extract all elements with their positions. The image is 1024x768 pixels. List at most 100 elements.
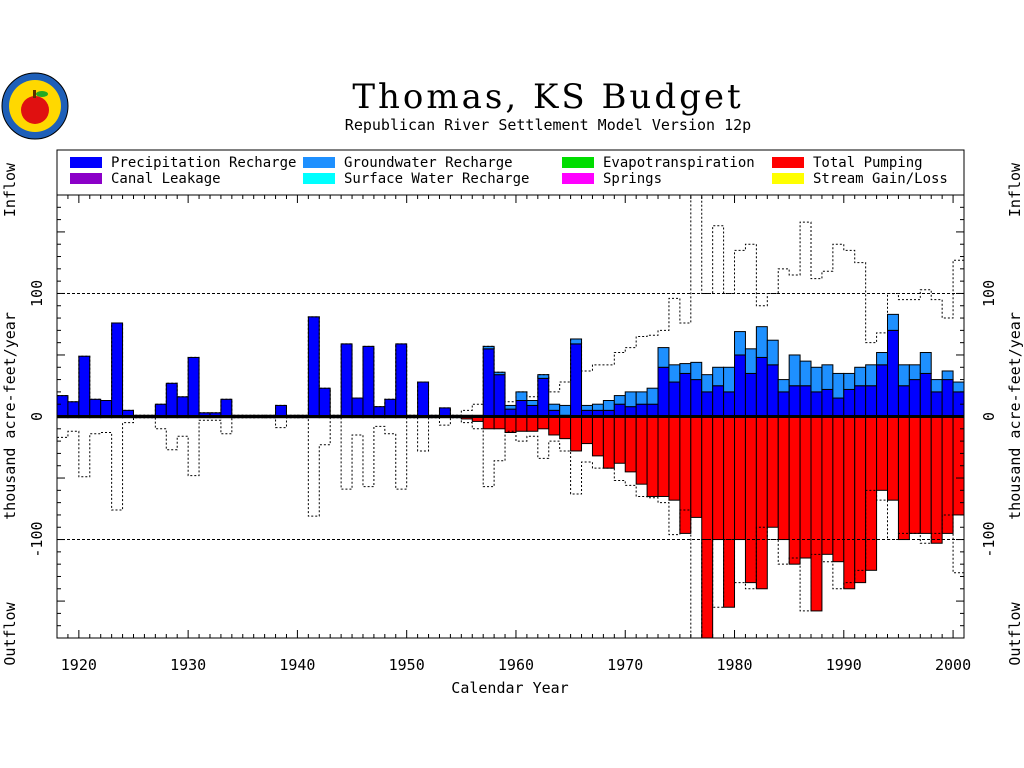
bar-precipitation-recharge	[89, 398, 102, 417]
inflow-label-right: Inflow	[1006, 162, 1024, 217]
bar-precipitation-recharge	[734, 354, 746, 418]
legend-swatch	[70, 157, 102, 168]
bar-total-pumping	[799, 416, 812, 559]
bar-precipitation-recharge	[340, 343, 353, 417]
bar-groundwater-recharge	[515, 391, 528, 402]
y-tick-label-left: 0	[28, 412, 46, 421]
bar-groundwater-recharge	[723, 366, 736, 393]
bar-precipitation-recharge	[723, 391, 736, 417]
legend: Precipitation Recharge Groundwater Rechar…	[56, 149, 965, 196]
bar-total-pumping	[766, 416, 779, 528]
bar-precipitation-recharge	[679, 372, 692, 417]
bar-groundwater-recharge	[657, 347, 670, 368]
bar-total-pumping	[548, 416, 561, 436]
bar-groundwater-recharge	[701, 374, 714, 393]
bar-groundwater-recharge	[777, 379, 790, 393]
bar-groundwater-recharge	[602, 400, 615, 411]
bar-total-pumping	[537, 416, 550, 430]
bar-precipitation-recharge	[384, 398, 397, 417]
bar-total-pumping	[777, 416, 790, 541]
y-tick-label-right: 0	[980, 412, 998, 421]
bar-total-pumping	[635, 416, 648, 485]
bar-total-pumping	[646, 416, 659, 497]
bar-total-pumping	[701, 416, 714, 639]
bar-precipitation-recharge	[668, 381, 681, 417]
bar-groundwater-recharge	[788, 354, 801, 387]
bar-groundwater-recharge	[646, 387, 659, 405]
bar-precipitation-recharge	[908, 379, 921, 418]
x-axis-label: Calendar Year	[451, 679, 568, 697]
x-tick-label: 1970	[607, 656, 643, 674]
bar-groundwater-recharge	[537, 374, 550, 379]
bar-precipitation-recharge	[220, 398, 233, 417]
bar-total-pumping	[504, 416, 517, 433]
bar-precipitation-recharge	[897, 385, 910, 418]
bar-precipitation-recharge	[318, 387, 331, 418]
bar-precipitation-recharge	[537, 377, 550, 418]
bar-precipitation-recharge	[919, 372, 932, 417]
legend-swatch	[562, 173, 594, 184]
bar-precipitation-recharge	[876, 364, 889, 418]
bar-precipitation-recharge	[810, 391, 823, 417]
bar-groundwater-recharge	[766, 339, 779, 366]
bar-precipitation-recharge	[766, 364, 779, 418]
bar-total-pumping	[581, 416, 593, 445]
kansas-seal-logo	[1, 72, 69, 140]
legend-label: Precipitation Recharge	[111, 155, 296, 171]
bar-precipitation-recharge	[887, 329, 899, 417]
y-tick-label-left: -100	[28, 521, 46, 557]
legend-swatch	[70, 173, 102, 184]
x-tick-label: 1980	[716, 656, 752, 674]
net-inflow-line	[57, 194, 964, 416]
bar-groundwater-recharge	[865, 364, 878, 387]
bars-layer	[56, 313, 965, 639]
bar-groundwater-recharge	[548, 403, 561, 411]
bar-precipitation-recharge	[712, 385, 725, 418]
chart-subtitle: Republican River Settlement Model Versio…	[345, 116, 751, 134]
bar-total-pumping	[843, 416, 856, 590]
legend-swatch	[772, 157, 804, 168]
bar-precipitation-recharge	[613, 403, 626, 418]
bar-groundwater-recharge	[493, 371, 506, 376]
x-tick-label: 1940	[279, 656, 315, 674]
legend-label: Springs	[603, 171, 662, 187]
bar-precipitation-recharge	[744, 372, 757, 417]
y-tick-label-right: -100	[980, 521, 998, 557]
bar-precipitation-recharge	[482, 348, 495, 418]
legend-swatch	[772, 173, 804, 184]
legend-label: Canal Leakage	[111, 171, 221, 187]
bar-precipitation-recharge	[526, 404, 539, 417]
bar-precipitation-recharge	[395, 343, 408, 417]
bar-groundwater-recharge	[755, 326, 768, 358]
bar-precipitation-recharge	[799, 385, 812, 418]
legend-swatch	[303, 157, 335, 168]
bar-groundwater-recharge	[876, 352, 889, 366]
bar-total-pumping	[668, 416, 681, 501]
x-tick-label: 2000	[935, 656, 971, 674]
bar-groundwater-recharge	[559, 404, 572, 416]
x-tick-label: 1990	[826, 656, 862, 674]
bar-precipitation-recharge	[777, 391, 790, 417]
bar-total-pumping	[744, 416, 757, 584]
outflow-label-right: Outflow	[1006, 601, 1024, 665]
bar-total-pumping	[788, 416, 801, 565]
bar-precipitation-recharge	[351, 397, 364, 417]
bar-total-pumping	[690, 416, 703, 518]
bar-groundwater-recharge	[821, 364, 834, 390]
bar-groundwater-recharge	[941, 370, 954, 381]
bar-precipitation-recharge	[865, 385, 878, 418]
legend-label: Evapotranspiration	[603, 155, 755, 171]
bar-total-pumping	[613, 416, 626, 464]
bar-total-pumping	[919, 416, 932, 534]
bar-groundwater-recharge	[908, 364, 921, 381]
bar-precipitation-recharge	[646, 403, 659, 418]
bar-groundwater-recharge	[635, 391, 648, 405]
bar-total-pumping	[493, 416, 506, 430]
bar-total-pumping	[930, 416, 943, 544]
bar-total-pumping	[755, 416, 768, 590]
bar-precipitation-recharge	[176, 396, 189, 417]
outflow-label-left: Outflow	[1, 601, 19, 665]
bar-precipitation-recharge	[154, 403, 167, 418]
bar-groundwater-recharge	[581, 404, 593, 411]
bar-total-pumping	[821, 416, 834, 555]
